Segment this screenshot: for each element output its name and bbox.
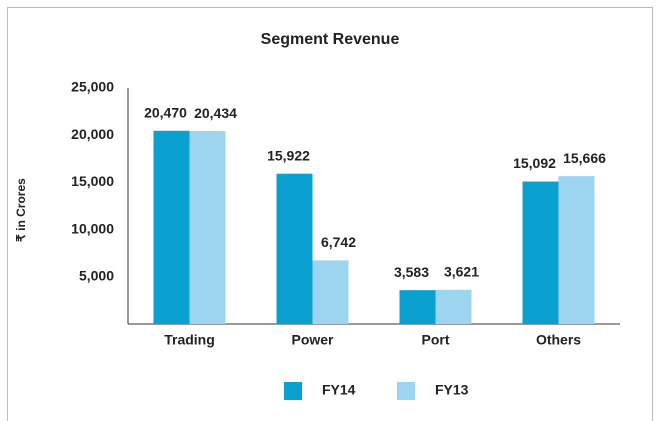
bar xyxy=(189,131,226,324)
value-label: 15,922 xyxy=(267,147,310,163)
chart-title: Segment Revenue xyxy=(261,31,400,48)
legend-label: FY13 xyxy=(435,382,469,398)
bar xyxy=(312,260,349,324)
y-tick-label: 10,000 xyxy=(71,220,114,236)
y-tick-label: 15,000 xyxy=(71,173,114,189)
value-label: 3,621 xyxy=(444,264,479,280)
bar xyxy=(435,289,472,324)
value-label: 15,092 xyxy=(513,155,556,171)
y-tick-label: 5,000 xyxy=(79,268,114,284)
x-tick-label: Others xyxy=(536,332,581,348)
bar xyxy=(558,176,595,324)
value-label: 20,434 xyxy=(194,105,237,121)
legend-swatch xyxy=(397,382,415,400)
bar xyxy=(153,130,190,324)
legend-swatch xyxy=(284,382,302,400)
y-axis-label: ₹ in Crores xyxy=(14,178,28,242)
x-tick-label: Port xyxy=(422,332,450,348)
value-label: 15,666 xyxy=(563,150,606,166)
legend-label: FY14 xyxy=(322,382,356,398)
bar xyxy=(399,290,436,324)
y-tick-label: 25,000 xyxy=(71,79,114,95)
bar xyxy=(522,181,559,324)
y-tick-label: 20,000 xyxy=(71,126,114,142)
x-tick-label: Trading xyxy=(164,332,215,348)
value-label: 3,583 xyxy=(394,264,429,280)
frame xyxy=(7,7,653,421)
value-label: 6,742 xyxy=(321,234,356,250)
x-tick-label: Power xyxy=(291,332,334,348)
value-label: 20,470 xyxy=(144,104,187,120)
bar xyxy=(276,173,313,324)
